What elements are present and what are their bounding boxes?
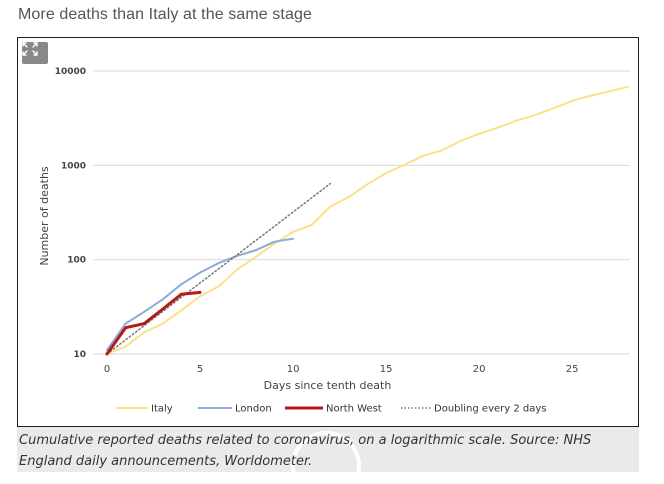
x-tick-label: 20	[473, 364, 486, 375]
series-line-london	[106, 237, 295, 352]
x-tick-label: 15	[380, 364, 393, 375]
legend-layer: Italy London North West Doubling every 2 da…	[116, 404, 547, 415]
y-tick-label: 10000	[55, 67, 86, 77]
legend-label-north-west: North West	[326, 404, 382, 415]
series-line-doubling-every-2-days	[106, 182, 332, 355]
x-tick-label: 0	[104, 364, 110, 375]
caption-bar: Cumulative reported deaths related to co…	[17, 427, 639, 472]
y-tick-label: 10	[73, 350, 86, 360]
x-tick-label: 25	[566, 364, 579, 375]
x-tick-label: 5	[197, 364, 203, 375]
grid-layer	[93, 70, 630, 355]
tick-layer: 10 100 1000 10000 0 5 10 15 20 25 Days since tenth…	[38, 67, 579, 392]
legend-label-italy: Italy	[151, 404, 173, 415]
expand-icon	[22, 42, 38, 56]
caption: Cumulative reported deaths related to co…	[19, 433, 592, 469]
chart-frame: 10 100 1000 10000 0 5 10 15 20 25 Days since tenth…	[17, 37, 639, 427]
series-line-italy	[106, 85, 629, 355]
legend-label-doubling-every-2-days: Doubling every 2 days	[434, 404, 547, 415]
y-tick-label: 1000	[61, 161, 86, 171]
y-tick-label: 100	[67, 256, 86, 266]
series-line-north-west	[105, 290, 202, 356]
headline: More deaths than Italy at the same stage	[18, 6, 312, 23]
x-tick-label: 10	[287, 364, 300, 375]
legend-label-london: London	[235, 404, 272, 415]
y-axis-title: Number of deaths	[38, 166, 51, 266]
series-layer	[105, 85, 629, 356]
expand-button[interactable]	[22, 42, 48, 64]
x-axis-title: Days since tenth death	[264, 379, 392, 392]
chart-svg: 10 100 1000 10000 0 5 10 15 20 25 Days since tenth…	[38, 67, 630, 415]
